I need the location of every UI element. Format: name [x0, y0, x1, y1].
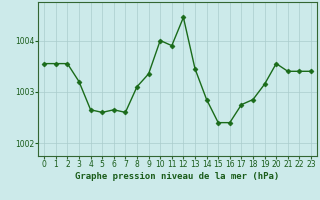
X-axis label: Graphe pression niveau de la mer (hPa): Graphe pression niveau de la mer (hPa) [76, 172, 280, 181]
